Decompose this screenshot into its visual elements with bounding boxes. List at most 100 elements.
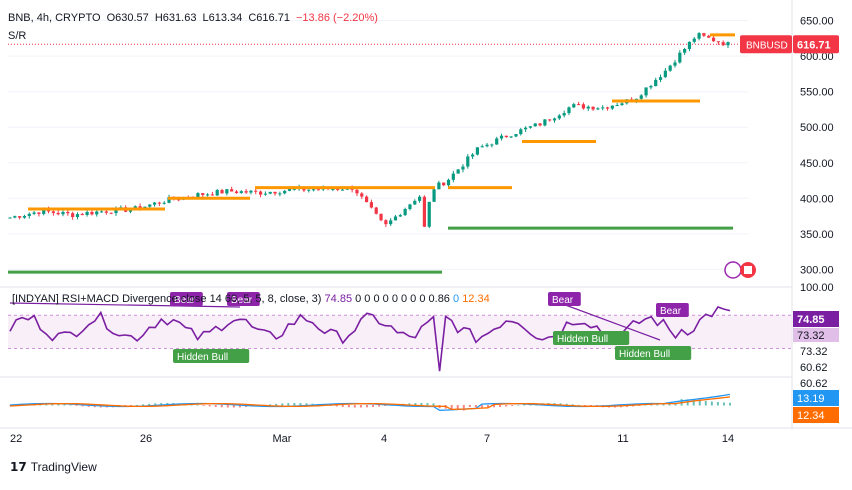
- x-axis-label: 7: [484, 433, 490, 445]
- candle-body: [605, 107, 610, 109]
- macd-histogram-bar: [456, 405, 459, 410]
- bear-badge: Bear: [552, 295, 574, 306]
- candle-body: [408, 204, 412, 210]
- candle-body: [162, 202, 166, 204]
- candle-body: [557, 115, 561, 119]
- candle-body: [249, 190, 253, 193]
- candle-body: [654, 79, 658, 87]
- y-axis-label: 300.00: [800, 264, 834, 276]
- candle-body: [721, 42, 725, 46]
- candle-body: [22, 215, 27, 218]
- hidden-bull-badge-bg: [553, 331, 630, 345]
- candle-body: [167, 197, 171, 203]
- macd-histogram-bar: [347, 405, 350, 408]
- macd-histogram-bar: [305, 403, 308, 406]
- macd-histogram-bar: [583, 405, 586, 406]
- rsi-v2: 0: [453, 293, 460, 305]
- signal-line: [9, 396, 731, 411]
- candle-body: [466, 156, 470, 167]
- macd-histogram-bar: [523, 404, 526, 406]
- candle-body: [446, 179, 451, 186]
- rsi-header[interactable]: [INDYAN] RSI+MACD Divergence close 14 60…: [12, 293, 490, 305]
- macd-histogram-bar: [710, 401, 713, 406]
- macd-histogram-bar: [644, 404, 647, 406]
- candle-body: [340, 189, 345, 191]
- candle-body: [27, 213, 31, 216]
- candle-body: [437, 182, 441, 190]
- candle-body: [316, 189, 321, 191]
- candle-body: [567, 107, 571, 114]
- candle-body: [475, 147, 480, 155]
- candle-body: [658, 77, 663, 80]
- macd-histogram-bar: [269, 404, 272, 406]
- macd-histogram-bar: [577, 404, 580, 406]
- high-value: H631.63: [154, 12, 197, 24]
- candle-body: [225, 189, 229, 194]
- bear-badge-bg: [548, 292, 581, 306]
- candle-body: [244, 191, 248, 193]
- candle-body: [95, 211, 99, 215]
- y-axis-label: 600.00: [800, 51, 834, 63]
- tradingview-logo[interactable]: 17 TradingView: [10, 460, 97, 474]
- macd-histogram-bar: [517, 404, 520, 406]
- macd-histogram-bar: [662, 403, 665, 406]
- macd-histogram-bar: [63, 404, 66, 406]
- rsi-params: close 14 60, 5, 5, 8, close, 3): [180, 293, 322, 305]
- candle-body: [509, 136, 513, 138]
- macd-histogram-bar: [698, 400, 701, 406]
- candle-body: [389, 220, 393, 225]
- open-value: O630.57: [106, 12, 149, 24]
- macd-histogram-bar: [638, 405, 641, 406]
- candle-body: [471, 154, 475, 157]
- candle-body: [543, 119, 547, 126]
- candle-body: [552, 118, 557, 121]
- rsi-tag: 73.32: [797, 330, 825, 342]
- candle-body: [504, 135, 508, 138]
- candle-body: [75, 214, 80, 218]
- macd-histogram-bar: [293, 403, 296, 406]
- candle-body: [601, 107, 605, 109]
- macd-histogram-bar: [565, 403, 568, 406]
- rsi-zeros: 0 0 0 0 0 0 0 0 0.86: [355, 293, 450, 305]
- macd-histogram-bar: [287, 403, 290, 406]
- candle-body: [697, 33, 701, 39]
- candle-body: [56, 212, 60, 215]
- candle-body: [307, 189, 311, 191]
- candle-body: [533, 123, 537, 127]
- candle-body: [524, 127, 528, 130]
- indicator-label[interactable]: S/R: [8, 30, 27, 42]
- candle-body: [673, 62, 677, 66]
- macd-histogram-bar: [208, 405, 211, 407]
- y-axis-label: 400.00: [800, 193, 834, 205]
- candle-body: [620, 103, 624, 106]
- macd-histogram-bar: [281, 403, 284, 406]
- candle-body: [157, 202, 161, 204]
- bear-badge-bg: [656, 303, 689, 317]
- candle-body: [80, 214, 84, 216]
- macd-histogram-bar: [148, 403, 151, 406]
- macd-histogram-bar: [196, 404, 199, 406]
- macd-histogram-bar: [420, 403, 423, 406]
- macd-histogram-bar: [57, 403, 60, 406]
- x-axis-label: 14: [722, 433, 734, 445]
- macd-histogram-bar: [384, 405, 387, 406]
- divergence-line: [559, 302, 661, 341]
- macd-histogram-bar: [656, 403, 659, 406]
- candle-body: [331, 188, 335, 190]
- macd-histogram-bar: [142, 404, 145, 406]
- price-tag-symbol: BNBUSD: [746, 40, 788, 51]
- candle-body: [663, 70, 667, 78]
- price-tag-price-bg: [793, 35, 839, 54]
- candle-body: [692, 38, 696, 42]
- close-value: C616.71: [248, 12, 290, 24]
- x-axis-label: Mar: [273, 433, 292, 445]
- rsi-tag: 74.85: [797, 314, 825, 326]
- candle-body: [702, 33, 706, 36]
- macd-histogram-bar: [81, 405, 84, 407]
- candle-body: [104, 211, 108, 213]
- candle-body: [456, 169, 460, 174]
- candle-body: [311, 189, 316, 191]
- macd-histogram-bar: [571, 404, 574, 406]
